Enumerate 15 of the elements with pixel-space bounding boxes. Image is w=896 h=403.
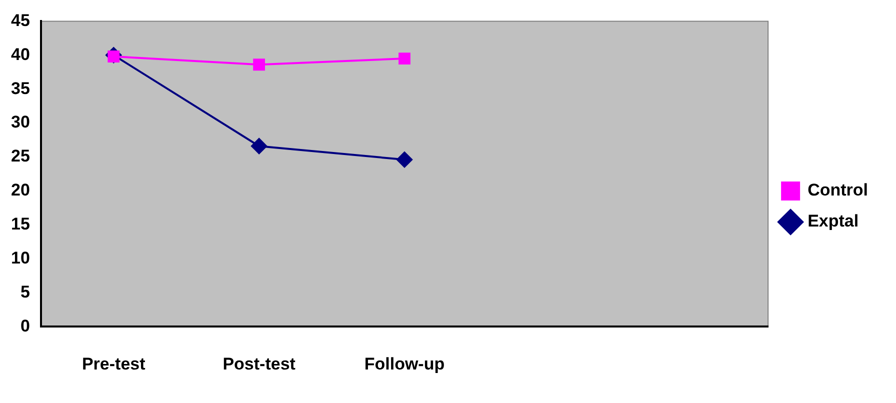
y-tick-label: 15 — [10, 214, 30, 234]
y-tick-label: 20 — [10, 180, 30, 200]
y-tick-label: 5 — [20, 282, 30, 302]
x-tick-label: Post-test — [222, 354, 296, 374]
x-tick-label: Pre-test — [82, 354, 146, 374]
legend-label: Control — [808, 180, 868, 200]
x-tick-label: Follow-up — [364, 354, 445, 374]
y-tick-label: 25 — [10, 146, 30, 166]
y-tick-label: 40 — [10, 44, 30, 64]
y-tick-label: 0 — [20, 316, 30, 336]
y-tick-label: 35 — [10, 78, 30, 98]
y-tick-label: 45 — [10, 10, 30, 30]
legend-label: Exptal — [808, 212, 859, 231]
y-tick-label: 30 — [10, 112, 30, 132]
y-tick-label: 10 — [10, 248, 30, 268]
